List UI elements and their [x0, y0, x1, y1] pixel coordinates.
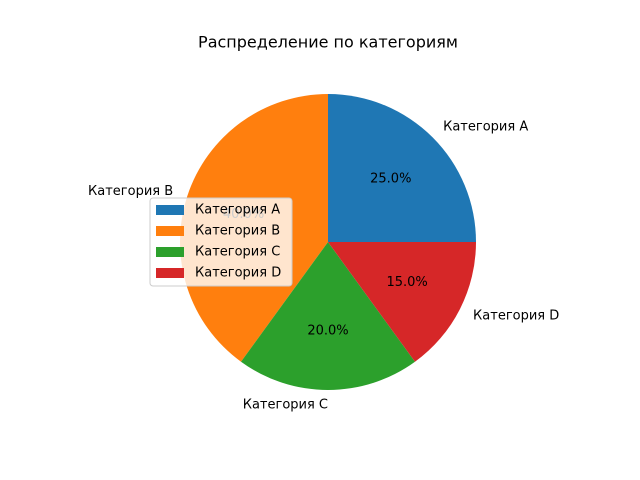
legend-swatch [156, 226, 184, 236]
pie-slice [241, 242, 415, 390]
slice-label: Категория C [243, 397, 328, 412]
legend-frame [149, 197, 293, 287]
legend-swatch [156, 205, 184, 215]
legend-swatch [156, 268, 184, 278]
legend-label: Категория D [195, 266, 281, 281]
pie-slice [328, 94, 476, 242]
value-label: 20.0% [307, 323, 348, 338]
value-label: 15.0% [386, 275, 427, 290]
value-label: 25.0% [370, 172, 411, 187]
legend-label: Категория B [195, 224, 280, 239]
pie-slice [328, 242, 476, 362]
legend: Категория A Категория B Категория C Категор… [149, 197, 293, 287]
slice-label: Категория D [473, 308, 559, 323]
legend-swatch [156, 247, 184, 257]
legend-label: Категория A [195, 203, 280, 218]
chart-title: Распределение по категориям [198, 33, 458, 52]
slice-label: Категория B [88, 184, 173, 199]
slice-label: Категория A [443, 119, 528, 134]
legend-label: Категория C [195, 245, 280, 260]
